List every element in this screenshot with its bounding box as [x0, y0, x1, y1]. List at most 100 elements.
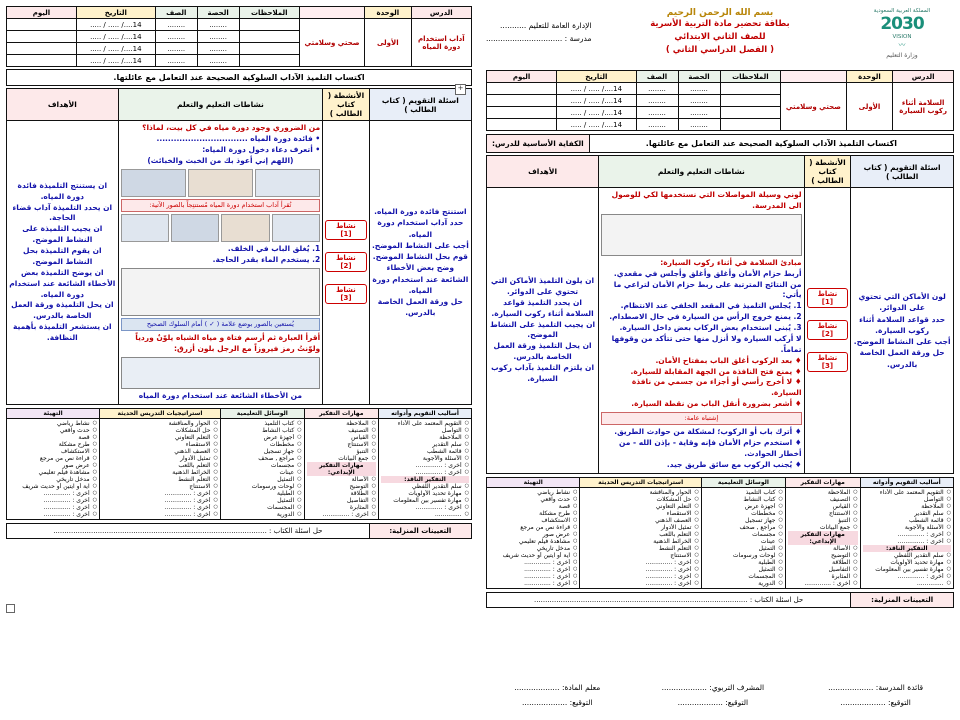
checkbox-item[interactable]: كتاب النشاط: [704, 496, 783, 503]
activity-chip[interactable]: نشاط [2]: [806, 320, 849, 341]
checkbox-item[interactable]: حدث واقعي: [9, 427, 97, 434]
checkbox-item[interactable]: أخرى : ..............: [9, 504, 97, 511]
checkbox-item[interactable]: أخرى : ..............: [307, 511, 376, 518]
checkbox-item[interactable]: الأصالة: [788, 545, 858, 552]
checkbox-item[interactable]: قصة: [489, 503, 577, 510]
checkbox-item[interactable]: الأسئلة والأجوبة: [863, 524, 951, 531]
checkbox-item[interactable]: حل المشكلات: [582, 496, 698, 503]
checkbox-item[interactable]: التعلم باللعب: [582, 531, 698, 538]
checkbox-item[interactable]: الطبلية: [223, 490, 302, 497]
checkbox-item[interactable]: أخرى : ..............: [9, 497, 97, 504]
checkbox-item[interactable]: عرض صور: [489, 531, 577, 538]
checkbox-item[interactable]: مهارة تحديد الأولويات: [381, 490, 469, 497]
activity-chip[interactable]: نشاط [1]: [325, 220, 367, 241]
checkbox-item[interactable]: قائمة الشطب: [863, 517, 951, 524]
checkbox-item[interactable]: التنبؤ: [788, 517, 858, 524]
checkbox-item[interactable]: أخرى : ..............: [9, 490, 97, 497]
checkbox-item[interactable]: جهاز تسجيل: [223, 448, 302, 455]
page-marker[interactable]: [6, 604, 15, 613]
checkbox-item[interactable]: المجسمات: [704, 573, 783, 580]
checkbox-item[interactable]: التقويم المعتمد على الأداء: [381, 420, 469, 427]
checkbox-item[interactable]: الحوار والمناقشة: [102, 420, 218, 427]
checkbox-item[interactable]: التعلم التعاوني: [102, 434, 218, 441]
checkbox-item[interactable]: الأصالة: [307, 476, 376, 483]
checkbox-item[interactable]: أخرى : ..............: [102, 497, 218, 504]
checkbox-item[interactable]: حدث واقعي: [489, 496, 577, 503]
checkbox-item[interactable]: مخططات: [704, 510, 783, 517]
checkbox-item[interactable]: جمع البيانات: [788, 524, 858, 531]
expand-button[interactable]: +: [455, 84, 466, 95]
checkbox-item[interactable]: التوضيح: [307, 483, 376, 490]
checkbox-item[interactable]: أخرى : ..............: [863, 573, 951, 580]
checkbox-item[interactable]: قصة: [9, 434, 97, 441]
checkbox-item[interactable]: الاستنتاج: [788, 510, 858, 517]
checkbox-item[interactable]: التصنيف: [307, 427, 376, 434]
checkbox-item[interactable]: أخرى : ..............: [381, 504, 469, 511]
checkbox-item[interactable]: مهارة تفسير بين المعلومات: [863, 566, 951, 573]
checkbox-item[interactable]: أخرى : ..............: [102, 490, 218, 497]
checkbox-item[interactable]: الاستنتاج: [582, 552, 698, 559]
checkbox-item[interactable]: التعلم النشط: [102, 476, 218, 483]
checkbox-item[interactable]: ..............: [381, 511, 469, 518]
checkbox-item[interactable]: الملاحظة: [381, 434, 469, 441]
checkbox-item[interactable]: نشاط رياضي: [489, 489, 577, 496]
checkbox-item[interactable]: التفاصيل: [788, 566, 858, 573]
checkbox-item[interactable]: مشاهدة فيلم تعليمي: [489, 538, 577, 545]
checkbox-item[interactable]: مشاهدة فيلم تعليمي: [9, 469, 97, 476]
checkbox-item[interactable]: أخرى : ..............: [489, 580, 577, 587]
activity-chip[interactable]: نشاط [1]: [806, 288, 849, 309]
checkbox-item[interactable]: قراءة نص من مرجع: [489, 524, 577, 531]
checkbox-item[interactable]: أخرى : ..............: [863, 538, 951, 545]
checkbox-item[interactable]: المجسمات: [223, 504, 302, 511]
checkbox-item[interactable]: آية أو آيتين أو حديث شريف: [489, 552, 577, 559]
checkbox-item[interactable]: أجهزة عرض: [704, 503, 783, 510]
checkbox-item[interactable]: أخرى : ..............: [489, 573, 577, 580]
checkbox-item[interactable]: حل المشكلات: [102, 427, 218, 434]
checkbox-item[interactable]: التفاصيل: [307, 497, 376, 504]
checkbox-item[interactable]: أخرى : ..............: [582, 566, 698, 573]
checkbox-item[interactable]: عينات: [704, 538, 783, 545]
checkbox-item[interactable]: مدخل تاريخي: [9, 476, 97, 483]
checkbox-item[interactable]: أخرى : ..............: [582, 573, 698, 580]
checkbox-item[interactable]: التعلم التعاوني: [582, 503, 698, 510]
checkbox-item[interactable]: سلم التقدير: [863, 510, 951, 517]
checkbox-item[interactable]: التواصل: [863, 496, 951, 503]
checkbox-item[interactable]: كتاب التلميذ: [704, 489, 783, 496]
checkbox-item[interactable]: المثابرة: [788, 573, 858, 580]
checkbox-item[interactable]: قراءة نص من مرجع: [9, 455, 97, 462]
activity-chip[interactable]: نشاط [3]: [325, 284, 367, 305]
checkbox-item[interactable]: الخرائط الذهنية: [582, 538, 698, 545]
checkbox-item[interactable]: جهاز تسجيل: [704, 517, 783, 524]
checkbox-item[interactable]: التمثيل: [223, 497, 302, 504]
activity-chip[interactable]: نشاط [2]: [325, 252, 367, 273]
checkbox-item[interactable]: التصنيف: [788, 496, 858, 503]
checkbox-item[interactable]: أخرى : ..............: [9, 511, 97, 518]
checkbox-item[interactable]: أخرى : ..............: [582, 559, 698, 566]
checkbox-item[interactable]: الاستقصاء: [102, 441, 218, 448]
checkbox-item[interactable]: الأسئلة والأجوبة: [381, 455, 469, 462]
checkbox-item[interactable]: جمع البيانات: [307, 455, 376, 462]
checkbox-item[interactable]: الملاحظة: [788, 489, 858, 496]
checkbox-item[interactable]: التمثيل: [223, 476, 302, 483]
checkbox-item[interactable]: لوحات ورسومات: [704, 552, 783, 559]
checkbox-item[interactable]: الاستقصاء: [582, 510, 698, 517]
checkbox-item[interactable]: أخرى : ..............: [788, 580, 858, 587]
checkbox-item[interactable]: أخرى : ..............: [381, 462, 469, 469]
checkbox-item[interactable]: الدورية: [704, 580, 783, 587]
checkbox-item[interactable]: آية أو آيتين أو حديث شريف: [9, 483, 97, 490]
checkbox-item[interactable]: تمثيل الأدوار: [102, 455, 218, 462]
checkbox-item[interactable]: القياس: [788, 503, 858, 510]
checkbox-item[interactable]: الاستكشاف: [9, 448, 97, 455]
checkbox-item[interactable]: التوضيح: [788, 552, 858, 559]
checkbox-item[interactable]: ..............: [863, 580, 951, 587]
checkbox-item[interactable]: أخرى : ..............: [102, 504, 218, 511]
checkbox-item[interactable]: الملاحظة: [863, 503, 951, 510]
checkbox-item[interactable]: سلم التقدير: [381, 441, 469, 448]
checkbox-item[interactable]: مهارة تحديد الأولويات: [863, 559, 951, 566]
checkbox-item[interactable]: الملاحظة: [307, 420, 376, 427]
checkbox-item[interactable]: مجسمات: [223, 462, 302, 469]
checkbox-item[interactable]: كتاب التلميذ: [223, 420, 302, 427]
checkbox-item[interactable]: قائمة الشطب: [381, 448, 469, 455]
checkbox-item[interactable]: مراجع , صحف: [223, 455, 302, 462]
checkbox-item[interactable]: أخرى : ..............: [489, 559, 577, 566]
